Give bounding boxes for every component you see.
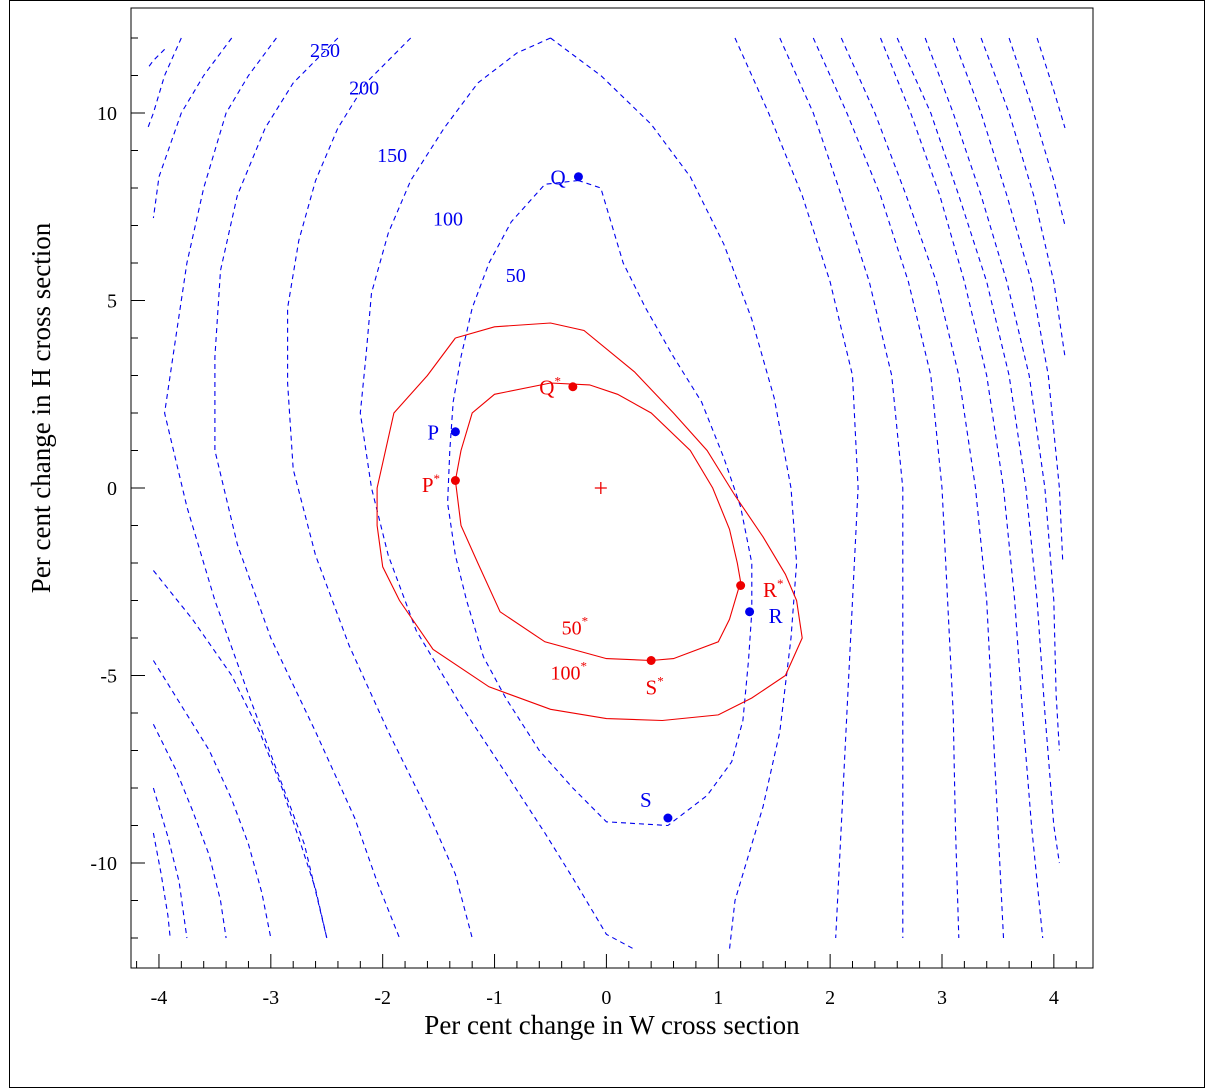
contour-line-0 [447,179,753,827]
contour-line-12 [152,787,188,939]
contour-label: 50 [506,265,526,287]
x-tick-label: 2 [825,987,835,1009]
point-label: R* [763,576,784,602]
point-label: Q [550,165,565,189]
x-tick-label: -4 [151,987,168,1009]
contour-label: 200 [349,77,379,99]
point-label: P* [422,471,440,497]
contour-line-8 [147,48,165,69]
contour-line-19 [896,37,1060,864]
contour-line-1 [359,37,635,950]
y-tick-label: 10 [97,103,117,125]
contour-line-10 [152,660,272,939]
contour-line-20 [924,37,1060,751]
series-layer [147,37,1066,950]
point-label: R [769,604,783,628]
x-tick-label: -2 [374,987,391,1009]
plot-frame [130,7,1094,969]
contour-label: 250 [310,40,340,62]
contour-line-13 [152,832,171,939]
point-marker [450,476,460,485]
x-tick-label: 3 [937,987,947,1009]
contour-line-4 [214,37,401,939]
point-marker [450,427,460,437]
y-axis-title: Per cent change in H cross section [26,222,56,593]
contour-line-9 [152,570,328,939]
x-tick-label: 4 [1049,987,1059,1009]
point-label: P [427,420,439,444]
y-tick-label: 0 [107,478,117,500]
x-tick-label: -1 [486,987,503,1009]
contour-line-22 [980,37,1066,357]
marker-layer [450,172,755,823]
point-marker [646,656,656,665]
x-tick-label: -3 [262,987,279,1009]
x-tick-label: 1 [713,987,723,1009]
point-marker [568,382,578,392]
point-label: S* [646,673,664,699]
point-marker [745,607,755,617]
contour-line-18 [879,37,1044,939]
x-tick-label: 0 [601,987,611,1009]
y-tick-label: 5 [107,291,117,313]
point-label: S [640,788,652,812]
contour-line-17 [840,37,1005,939]
label-layer: 250 200 150 100 50 50* 100* P Q R S P* Q* R* S* [310,40,784,812]
contour-line-16 [812,37,960,939]
contour-label: 100* [550,658,587,684]
point-marker [663,813,673,823]
contour-line-11 [152,724,227,939]
x-axis-title: Per cent change in W cross section [424,1010,800,1040]
contour-line-5 [164,37,328,939]
center-cross-marker [594,482,607,494]
contour-label: 100 [433,209,463,231]
point-marker [573,172,583,182]
contour-line-23 [1008,37,1066,226]
contour-line-14 [734,37,859,939]
contour-line-25 [454,382,742,662]
contour-line-26 [376,322,803,722]
y-tick-label: -10 [90,853,117,875]
figure-border [9,0,1205,1088]
point-label: Q* [539,373,561,399]
contour-label: 150 [377,145,407,167]
contour-line-3 [287,37,473,939]
contour-line-21 [952,37,1064,564]
contour-line-6 [152,37,233,219]
contour-line-2 [550,37,798,950]
point-marker [736,581,746,590]
y-tick-label: -5 [100,666,117,688]
contour-line-15 [779,37,904,938]
contour-line-24 [1036,37,1066,129]
contour-label: 50* [562,613,589,639]
contour-line-7 [147,37,182,129]
